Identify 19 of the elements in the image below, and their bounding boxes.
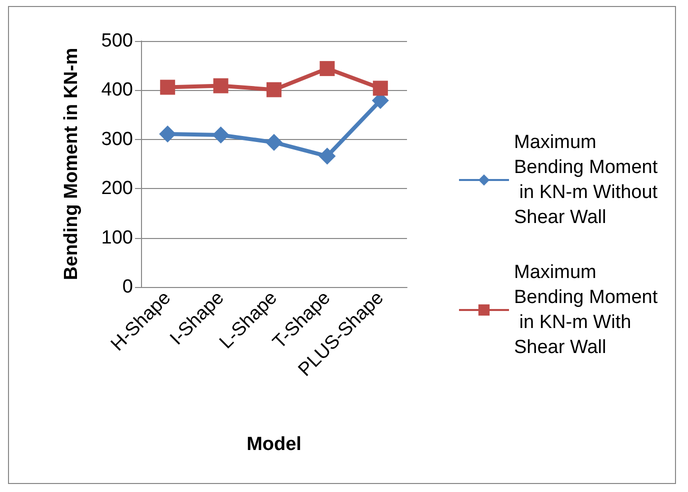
y-tick-label: 500 <box>101 30 133 52</box>
point <box>160 80 176 95</box>
y-tick-label: 0 <box>122 276 133 298</box>
point <box>212 126 230 144</box>
y-tick-label: 100 <box>101 227 133 248</box>
x-axis-title: Model <box>246 434 302 455</box>
legend-label: Maximum Bending Moment in KN-m Without Shear Wall <box>514 132 663 228</box>
point <box>320 61 335 76</box>
legend-label: Maximum Bending Moment in KN-m With Shear Wall <box>514 262 663 358</box>
point <box>318 148 336 165</box>
point <box>213 78 228 94</box>
y-tick-label: 400 <box>101 80 133 101</box>
point <box>266 134 282 151</box>
y-tick-label: 300 <box>101 128 133 150</box>
point <box>266 82 282 98</box>
y-tick-label: 200 <box>101 178 133 200</box>
point <box>372 80 388 96</box>
y-axis-title: Bending Moment in KN-m <box>61 48 82 280</box>
point <box>159 125 176 142</box>
